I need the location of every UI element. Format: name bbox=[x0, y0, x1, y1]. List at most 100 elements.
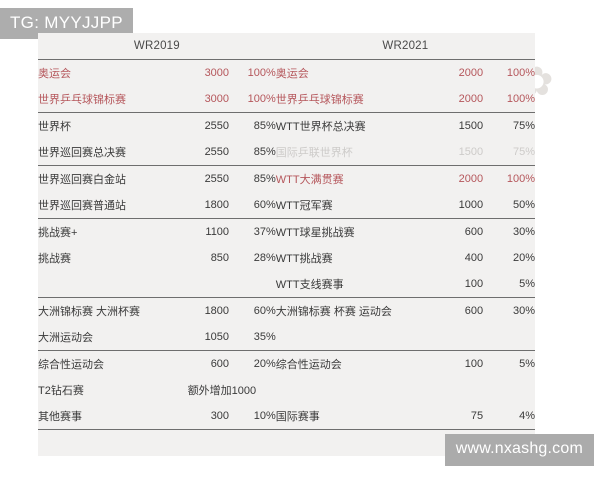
points-2019 bbox=[168, 271, 229, 298]
percent-2019: 60% bbox=[253, 199, 276, 211]
points-2019: 1100 bbox=[168, 218, 230, 245]
event-name-2019: 大洲运动会 bbox=[38, 332, 93, 344]
percent-2019: 85% bbox=[229, 165, 276, 192]
table-row: 大洲运动会 1050 35% bbox=[38, 324, 535, 351]
event-name-2019: 大洲锦标赛 大洲杯赛 bbox=[38, 297, 169, 324]
table-header-row: WR2019 WR2021 bbox=[38, 33, 535, 60]
points-2021: 600 bbox=[418, 218, 484, 245]
table-bottom-cell bbox=[229, 429, 276, 456]
points-2019: 2550 bbox=[168, 112, 230, 139]
event-name-2021: WTT世界杯总决赛 bbox=[275, 112, 419, 139]
event-name-2021 bbox=[276, 324, 418, 351]
event-name-2021: 世界乒乓球锦标赛 bbox=[275, 94, 364, 106]
percent-2019: 85% bbox=[253, 146, 276, 158]
percent-2019: 35% bbox=[253, 331, 276, 343]
points-2021: 600 bbox=[418, 297, 484, 324]
percent-2019: 10% bbox=[253, 410, 276, 422]
table-row: T2钻石赛 额外增加1000 bbox=[38, 377, 535, 403]
points-2019: 1800 bbox=[168, 297, 230, 324]
points-2021: 2000 bbox=[418, 165, 484, 192]
event-name-2021: WTT冠军赛 bbox=[275, 200, 333, 212]
event-name-2019 bbox=[38, 271, 168, 298]
percent-2021: 30% bbox=[483, 297, 535, 324]
table-row: 大洲锦标赛 大洲杯赛 1800 60% 大洲锦标赛 杯赛 运动会 600 30% bbox=[38, 297, 535, 324]
event-note-2019: 额外增加1000 bbox=[187, 385, 257, 397]
percent-2019: 60% bbox=[229, 297, 276, 324]
percent-2021: 100% bbox=[483, 59, 535, 86]
points-2019: 300 bbox=[210, 410, 230, 422]
points-2021: 1000 bbox=[458, 199, 484, 211]
percent-2019 bbox=[229, 271, 276, 298]
event-name-2019: 世界巡回赛白金站 bbox=[38, 165, 169, 192]
points-2021 bbox=[418, 377, 483, 403]
table-row: 世界杯 2550 85% WTT世界杯总决赛 1500 75% bbox=[38, 112, 535, 139]
points-2021: 2000 bbox=[418, 59, 484, 86]
event-name-2021: WTT球星挑战赛 bbox=[275, 218, 419, 245]
percent-2019: 37% bbox=[229, 218, 276, 245]
points-2019: 2550 bbox=[168, 165, 230, 192]
percent-2019: 85% bbox=[229, 112, 276, 139]
percent-2021 bbox=[483, 324, 535, 351]
points-2019: 2550 bbox=[204, 146, 230, 158]
points-2021: 100 bbox=[464, 278, 484, 290]
percent-2019: 28% bbox=[253, 252, 276, 264]
table-row: 世界巡回赛总决赛 2550 85% 国际乒联世界杯 1500 75% bbox=[38, 139, 535, 166]
percent-2021: 30% bbox=[483, 218, 535, 245]
table-row: 世界巡回赛普通站 1800 60% WTT冠军赛 1000 50% bbox=[38, 192, 535, 219]
event-name-2021: WTT大满贯赛 bbox=[275, 165, 419, 192]
event-name-2021: 国际赛事 bbox=[275, 411, 320, 423]
table-row: WTT支线赛事 100 5% bbox=[38, 271, 535, 298]
event-name-2019: 世界乒乓球锦标赛 bbox=[38, 94, 126, 106]
table-row: 综合性运动会 600 20% 综合性运动会 100 5% bbox=[38, 350, 535, 377]
event-name-2019: 挑战赛+ bbox=[38, 218, 169, 245]
points-2021: 1500 bbox=[418, 112, 484, 139]
points-2019: 3000 bbox=[204, 93, 230, 105]
points-2019: 600 bbox=[168, 350, 230, 377]
table-row: 其他赛事 300 10% 国际赛事 75 4% bbox=[38, 403, 535, 430]
percent-2021: 50% bbox=[512, 199, 535, 211]
percent-2021: 100% bbox=[483, 165, 535, 192]
percent-2019: 20% bbox=[229, 350, 276, 377]
event-name-2019: 世界杯 bbox=[38, 112, 169, 139]
event-name-2019: 挑战赛 bbox=[38, 253, 71, 265]
event-name-2021: 奥运会 bbox=[275, 59, 419, 86]
event-name-2021: WTT支线赛事 bbox=[275, 279, 344, 291]
points-2019: 1050 bbox=[204, 331, 230, 343]
event-name-2019: 世界巡回赛总决赛 bbox=[38, 147, 126, 159]
points-2019: 850 bbox=[210, 252, 230, 264]
percent-2021: 75% bbox=[512, 146, 535, 158]
points-2021: 2000 bbox=[458, 93, 484, 105]
percent-2019: 100% bbox=[247, 93, 276, 105]
column-header-wr2021: WR2021 bbox=[382, 40, 429, 52]
site-watermark: www.nxashg.com bbox=[444, 434, 594, 466]
points-2021 bbox=[418, 324, 483, 351]
event-name-2021: 大洲锦标赛 杯赛 运动会 bbox=[275, 297, 419, 324]
points-2019: 3000 bbox=[168, 59, 230, 86]
percent-2021: 5% bbox=[483, 350, 535, 377]
table-row: 世界巡回赛白金站 2550 85% WTT大满贯赛 2000 100% bbox=[38, 165, 535, 192]
table-bottom-cell bbox=[275, 429, 419, 456]
points-2019: 1800 bbox=[204, 199, 230, 211]
percent-2021: 75% bbox=[483, 112, 535, 139]
table-row: 世界乒乓球锦标赛 3000 100% 世界乒乓球锦标赛 2000 100% bbox=[38, 86, 535, 113]
percent-2021: 5% bbox=[519, 278, 535, 290]
percent-2021: 20% bbox=[512, 252, 535, 264]
event-name-2019: T2钻石赛 bbox=[38, 385, 84, 397]
points-2021: 400 bbox=[464, 252, 484, 264]
event-name-2021: WTT挑战赛 bbox=[275, 253, 333, 265]
tg-handle-banner: TG: MYYJJPP bbox=[0, 8, 133, 39]
table-row: 挑战赛 850 28% WTT挑战赛 400 20% bbox=[38, 245, 535, 271]
points-2021: 1500 bbox=[458, 146, 484, 158]
event-name-2021: 国际乒联世界杯 bbox=[275, 147, 353, 159]
table-row: 奥运会 3000 100% 奥运会 2000 100% bbox=[38, 59, 535, 86]
event-name-2019: 奥运会 bbox=[38, 59, 169, 86]
event-name-2019: 其他赛事 bbox=[38, 411, 82, 423]
table-row: 挑战赛+ 1100 37% WTT球星挑战赛 600 30% bbox=[38, 218, 535, 245]
table-bottom-cell bbox=[38, 429, 169, 456]
event-name-2021: 综合性运动会 bbox=[275, 350, 419, 377]
points-2021: 75 bbox=[470, 410, 484, 422]
event-name-2021 bbox=[276, 377, 418, 403]
column-header-wr2019: WR2019 bbox=[133, 40, 180, 52]
event-name-2019: 世界巡回赛普通站 bbox=[38, 200, 126, 212]
points-2021: 100 bbox=[418, 350, 484, 377]
